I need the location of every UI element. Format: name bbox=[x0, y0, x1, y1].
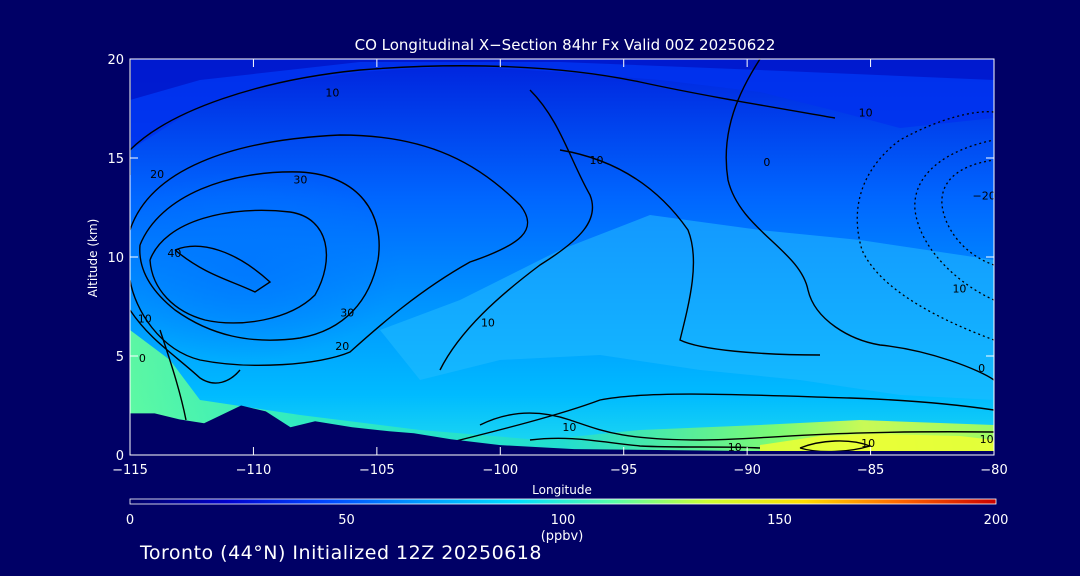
contour-label: 10 bbox=[861, 437, 875, 450]
colorbar-tick-label: 200 bbox=[984, 513, 1009, 528]
colorbar-tick-label: 100 bbox=[551, 513, 576, 528]
contour-label: 40 bbox=[167, 247, 181, 260]
x-tick-label: −100 bbox=[482, 463, 518, 478]
contour-labels: 10 10 10 0 30 20 40 30 20 10 0 10 10 10 10 10 10 −20 0 bbox=[138, 87, 996, 454]
contour-0-westlow bbox=[159, 329, 187, 421]
colorbar-ticks: 0 50 100 150 200 bbox=[126, 513, 1009, 528]
contour-0-east1 bbox=[559, 149, 821, 356]
contour-label: −20 bbox=[973, 190, 996, 203]
y-tick-label: 0 bbox=[116, 449, 124, 464]
field-top-band bbox=[130, 59, 994, 100]
contour-neg10 bbox=[856, 111, 994, 341]
contour-label: 30 bbox=[340, 306, 354, 319]
chart-title: CO Longitudinal X−Section 84hr Fx Valid … bbox=[355, 36, 776, 54]
contours bbox=[130, 59, 994, 453]
contour-label: 20 bbox=[335, 340, 349, 353]
x-tick-label: −95 bbox=[610, 463, 637, 478]
contour-10-mid bbox=[439, 89, 594, 371]
negative-contours bbox=[856, 111, 994, 341]
contour-label: 10 bbox=[481, 316, 495, 329]
colorbar-tick-label: 0 bbox=[126, 513, 134, 528]
y-tick-label: 5 bbox=[116, 350, 124, 365]
y-tick-label: 10 bbox=[107, 251, 124, 266]
field-surface-layer bbox=[130, 330, 994, 455]
y-tick-label: 20 bbox=[107, 53, 124, 68]
terrain bbox=[130, 405, 994, 455]
contour-label: 0 bbox=[978, 362, 985, 375]
contour-40-ring bbox=[149, 209, 327, 324]
colorbar-label: (ppbv) bbox=[541, 529, 584, 544]
contour-label: 10 bbox=[728, 441, 742, 454]
y-tick-label: 15 bbox=[107, 152, 124, 167]
contour-label: 10 bbox=[590, 154, 604, 167]
colorbar-tick-label: 150 bbox=[767, 513, 792, 528]
contour-label: 10 bbox=[952, 283, 966, 296]
contour-label: 10 bbox=[138, 312, 152, 325]
field-plume bbox=[130, 170, 400, 360]
x-axis: −115 −110 −105 −100 −95 −90 −85 −80 bbox=[112, 59, 1008, 478]
contour-30-ring bbox=[139, 171, 380, 341]
contour-label: 0 bbox=[763, 156, 770, 169]
contour-label: 10 bbox=[325, 87, 339, 100]
x-tick-label: −105 bbox=[359, 463, 395, 478]
contour-label: 0 bbox=[139, 352, 146, 365]
contour-label: 20 bbox=[150, 168, 164, 181]
contour-label: 10 bbox=[980, 433, 994, 446]
x-axis-label: Longitude bbox=[532, 483, 592, 497]
contour-label: 10 bbox=[859, 106, 873, 119]
contour-10-surface2 bbox=[479, 412, 994, 441]
x-tick-label: −80 bbox=[980, 463, 1007, 478]
contour-label: 30 bbox=[293, 174, 307, 187]
contour-0-east2 bbox=[725, 59, 994, 381]
contour-10-surface1 bbox=[439, 393, 994, 446]
field-upper-band bbox=[130, 59, 994, 150]
x-tick-label: −85 bbox=[857, 463, 884, 478]
y-axis-label: Altitude (km) bbox=[86, 219, 100, 298]
contour-10-west bbox=[130, 309, 241, 384]
contour-label: 10 bbox=[562, 421, 576, 434]
contour-20-surface bbox=[529, 437, 761, 449]
contour-10-upper bbox=[130, 65, 836, 151]
contour-20-ring bbox=[130, 134, 529, 366]
x-tick-label: −110 bbox=[236, 463, 272, 478]
footer-caption: Toronto (44°N) Initialized 12Z 20250618 bbox=[140, 542, 542, 564]
colorbar-tick-label: 50 bbox=[338, 513, 355, 528]
contour-neg30 bbox=[941, 159, 994, 266]
field-surface-peak bbox=[760, 434, 994, 455]
x-tick-label: −90 bbox=[733, 463, 760, 478]
contour-40-core bbox=[174, 245, 272, 293]
y-axis: 0 5 10 15 20 bbox=[107, 53, 994, 464]
colorbar bbox=[129, 498, 997, 505]
x-tick-label: −115 bbox=[112, 463, 148, 478]
